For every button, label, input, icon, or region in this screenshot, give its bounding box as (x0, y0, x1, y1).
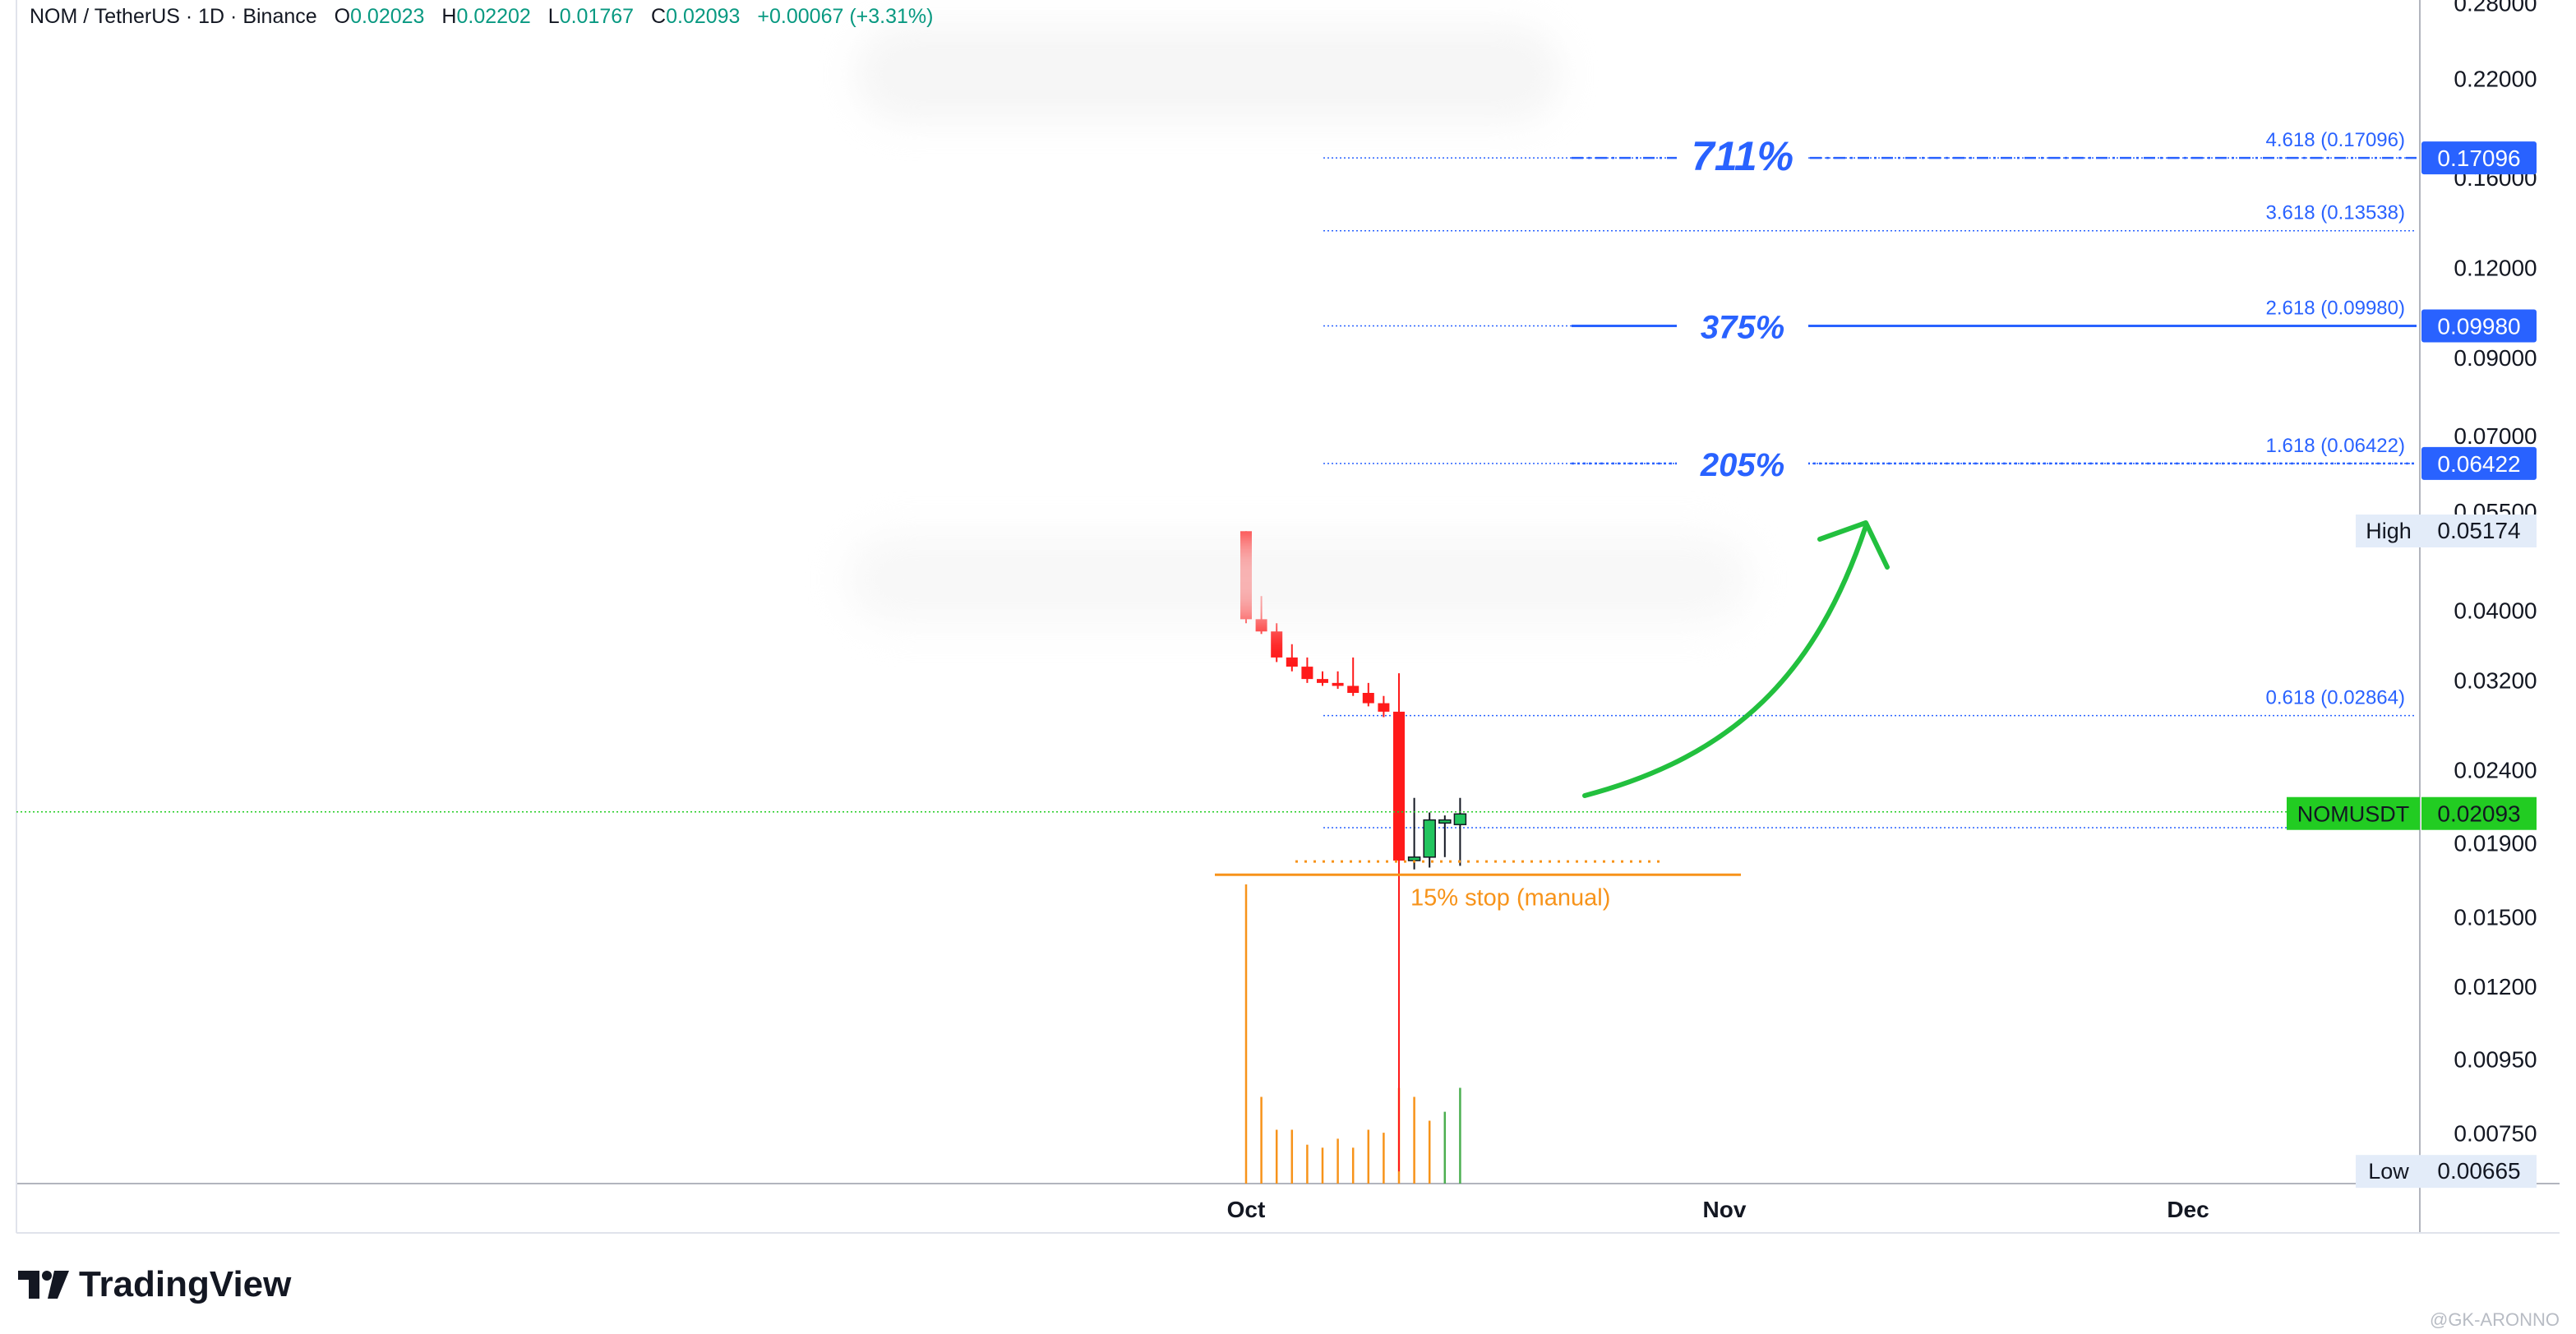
price-tick-label: 0.01500 (2454, 904, 2537, 930)
fib-level-label: 2.618 (0.09980) (2266, 298, 2405, 320)
last-price-tag (2421, 796, 2537, 830)
fib-level-label: 3.618 (0.13538) (2266, 202, 2405, 224)
author-watermark: @GK-ARONNO (2429, 1309, 2560, 1330)
open-label: O (334, 5, 351, 28)
time-tick-label: Dec (2167, 1197, 2209, 1222)
redacted-area-2 (847, 534, 1751, 625)
fib-price-tag-label: 0.09980 (2437, 314, 2520, 339)
price-tick-label: 0.00750 (2454, 1121, 2537, 1147)
price-tick-label: 0.22000 (2454, 66, 2537, 91)
brand-name: TradingView (79, 1264, 292, 1304)
low-label-text: Low (2368, 1159, 2409, 1184)
symbol-title[interactable]: NOM / TetherUS · 1D · Binance (30, 5, 317, 28)
symbol-tag-label: NOMUSDT (2297, 802, 2410, 827)
candle-body[interactable] (1301, 667, 1313, 680)
candle-body[interactable] (1393, 711, 1405, 861)
close-value: 0.02093 (666, 5, 741, 28)
target-percent-label: 375% (1701, 310, 1784, 346)
fib-price-tag (2421, 446, 2537, 480)
candle-body[interactable] (1286, 657, 1298, 667)
candle-body[interactable] (1407, 856, 1421, 861)
candle-body[interactable] (1332, 682, 1344, 686)
high-label: H (441, 5, 457, 28)
stop-label: 15% stop (manual) (1410, 884, 1610, 911)
fib-price-tag (2421, 309, 2537, 343)
change-value: +0.00067 (+3.31%) (757, 5, 934, 28)
price-tick-label: 0.04000 (2454, 598, 2537, 624)
tradingview-logo-icon (18, 1271, 69, 1299)
fib-level-label: 4.618 (0.17096) (2266, 129, 2405, 151)
price-tick-label: 0.03200 (2454, 667, 2537, 693)
target-label-bg (1677, 135, 1808, 182)
price-tick-label: 0.07000 (2454, 423, 2537, 449)
high-value: 0.02202 (456, 5, 531, 28)
time-tick-label: Oct (1227, 1197, 1266, 1222)
high-value-tag (2421, 515, 2537, 547)
candle-body[interactable] (1317, 679, 1328, 683)
candle-body[interactable] (1271, 631, 1283, 658)
close-label: C (651, 5, 667, 28)
candle-body[interactable] (1347, 685, 1360, 694)
target-percent-label: 205% (1700, 447, 1784, 483)
target-label-bg (1677, 302, 1808, 349)
low-value-text: 0.00665 (2437, 1158, 2520, 1184)
candle-body[interactable] (1362, 693, 1374, 704)
target-label-bg (1677, 440, 1808, 487)
symbol-legend[interactable]: NOM / TetherUS · 1D · Binance O0.02023 H… (30, 5, 933, 29)
high-value-text: 0.05174 (2437, 518, 2520, 543)
low-label: L (547, 5, 560, 28)
low-label-tag (2356, 1155, 2421, 1189)
price-tick-label: 0.00950 (2454, 1047, 2537, 1073)
projection-arrow-head (1817, 520, 1890, 570)
price-tick-label: 0.01900 (2454, 830, 2537, 856)
fib-price-tag-label: 0.06422 (2437, 451, 2520, 477)
candle-body[interactable] (1438, 819, 1452, 824)
redacted-area (855, 25, 1562, 123)
low-value: 0.01767 (559, 5, 635, 28)
price-tick-label: 0.09000 (2454, 345, 2537, 371)
price-tick-label: 0.28000 (2454, 0, 2537, 16)
low-value-tag (2421, 1155, 2537, 1189)
candle-body[interactable] (1423, 819, 1436, 858)
projection-arrow[interactable] (1582, 524, 1868, 798)
candle-body[interactable] (1378, 703, 1390, 712)
time-tick-label: Nov (1703, 1197, 1747, 1222)
fib-price-tag (2421, 141, 2537, 175)
candle-body[interactable] (1453, 813, 1467, 825)
symbol-tag (2287, 796, 2420, 830)
price-tick-label: 0.12000 (2454, 255, 2537, 280)
price-tick-label: 0.01200 (2454, 974, 2537, 999)
target-percent-label: 711% (1692, 133, 1794, 179)
fib-level-label: 0.618 (0.02864) (2266, 687, 2405, 709)
open-value: 0.02023 (350, 5, 425, 28)
last-price-tag-label: 0.02093 (2437, 801, 2520, 827)
fib-price-tag-label: 0.17096 (2437, 145, 2520, 171)
price-tick-label: 0.02400 (2454, 758, 2537, 783)
tradingview-brand[interactable]: TradingView (18, 1264, 291, 1305)
fib-level-label: 1.618 (0.06422) (2266, 435, 2405, 457)
high-label-text: High (2366, 519, 2412, 543)
high-label-tag (2356, 515, 2421, 547)
